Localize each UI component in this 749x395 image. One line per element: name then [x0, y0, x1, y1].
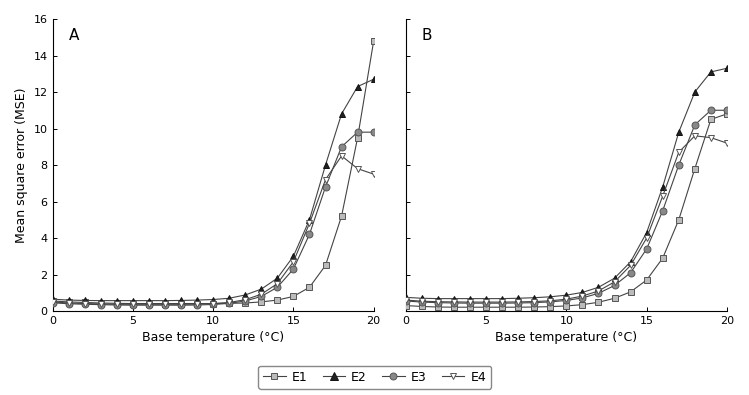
X-axis label: Base temperature (°C): Base temperature (°C) — [142, 331, 284, 344]
Legend: E1, E2, E3, E4: E1, E2, E3, E4 — [258, 366, 491, 389]
X-axis label: Base temperature (°C): Base temperature (°C) — [495, 331, 637, 344]
Y-axis label: Mean square error (MSE): Mean square error (MSE) — [15, 87, 28, 243]
Text: A: A — [69, 28, 79, 43]
Text: B: B — [422, 28, 432, 43]
